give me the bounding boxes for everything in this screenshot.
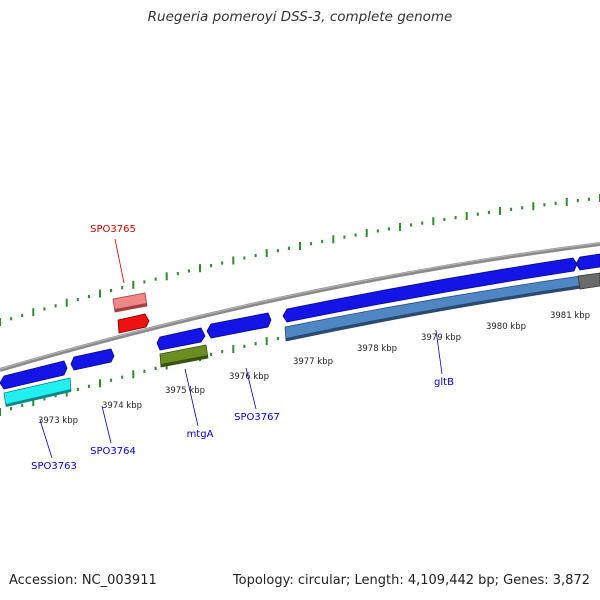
cds-arrow[interactable] — [70, 348, 115, 371]
leader-line-spo3767 — [245, 367, 257, 410]
backbone-line — [0, 242, 600, 372]
leader-line-spo3764 — [101, 405, 112, 444]
leader-line-spo3763 — [39, 419, 53, 459]
gene-label-spo3764[interactable]: SPO3764 — [90, 446, 136, 457]
gene-labels: SPO3765 SPO3763 SPO3764 mtgA SPO3767 glt… — [31, 224, 454, 472]
map-title: Ruegeria pomeroyi DSS-3, complete genome — [147, 9, 453, 25]
kbp-label: 3976 kbp — [229, 372, 269, 382]
kbp-label: 3978 kbp — [357, 344, 397, 354]
reverse-features — [3, 272, 600, 407]
forward-features — [0, 253, 600, 390]
leader-line-gltb — [435, 329, 443, 375]
gene-label-spo3763[interactable]: SPO3763 — [31, 461, 77, 472]
leader-line-mtga — [184, 368, 199, 427]
cds-arrow[interactable] — [206, 312, 272, 339]
kbp-label: 3981 kbp — [550, 311, 590, 321]
olive-feature-shadow — [161, 355, 208, 367]
leader-lines — [39, 238, 443, 459]
cds-arrow[interactable] — [575, 253, 600, 271]
kbp-labels: 3973 kbp 3974 kbp 3975 kbp 3976 kbp 3977… — [38, 311, 590, 426]
kbp-label: 3977 kbp — [293, 357, 333, 367]
gene-label-spo3767[interactable]: SPO3767 — [234, 412, 280, 423]
cds-arrow[interactable] — [0, 360, 68, 390]
leader-line-spo3765 — [114, 238, 125, 284]
cyan-feature-shadow — [6, 389, 71, 407]
cds-arrow[interactable] — [282, 257, 578, 323]
gene-label-mtga[interactable]: mtgA — [187, 429, 214, 440]
kbp-label: 3974 kbp — [102, 401, 142, 411]
kbp-label: 3980 kbp — [486, 322, 526, 332]
kbp-label: 3975 kbp — [165, 386, 205, 396]
genome-summary: Topology: circular; Length: 4,109,442 bp… — [232, 573, 590, 588]
gene-label-gltb[interactable]: gltB — [434, 377, 454, 388]
gene-label-spo3765[interactable]: SPO3765 — [90, 224, 136, 235]
pink-feature-shadow — [115, 303, 147, 312]
red-cds-arrow[interactable] — [117, 313, 150, 334]
backbone-line-highlight — [0, 242, 600, 370]
kbp-label: 3973 kbp — [38, 416, 78, 426]
outer-gc-ring — [0, 194, 600, 326]
kbp-label: 3979 kbp — [421, 333, 461, 343]
reverse-cds-bar-shadow — [286, 285, 582, 341]
highlight-features — [112, 292, 150, 334]
gray-feature[interactable] — [577, 272, 600, 290]
cds-arrow[interactable] — [156, 327, 206, 351]
accession-label: Accession: NC_003911 — [9, 573, 157, 588]
